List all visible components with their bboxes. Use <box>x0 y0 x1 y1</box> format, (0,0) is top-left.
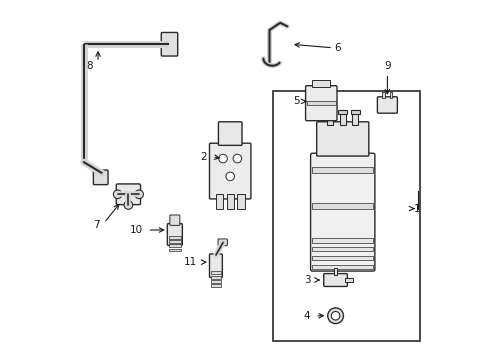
FancyBboxPatch shape <box>218 239 227 246</box>
Circle shape <box>327 308 343 324</box>
Bar <box>344 278 353 282</box>
Circle shape <box>135 190 143 199</box>
Bar <box>326 111 332 125</box>
Circle shape <box>225 172 234 181</box>
FancyBboxPatch shape <box>209 254 222 278</box>
Bar <box>237 194 244 208</box>
Bar <box>312 80 329 87</box>
Bar <box>350 111 359 114</box>
Bar <box>169 249 180 251</box>
Bar <box>382 93 385 98</box>
Bar <box>169 236 180 239</box>
Bar <box>352 111 357 125</box>
Text: 9: 9 <box>383 61 390 71</box>
Text: 5: 5 <box>293 96 299 107</box>
Bar <box>338 111 346 114</box>
Bar <box>216 194 223 208</box>
Bar <box>312 238 372 243</box>
Bar <box>312 203 372 208</box>
FancyBboxPatch shape <box>169 215 180 225</box>
Text: 2: 2 <box>200 152 206 162</box>
Bar <box>312 256 372 260</box>
Text: 11: 11 <box>183 257 197 267</box>
FancyBboxPatch shape <box>377 97 397 113</box>
FancyBboxPatch shape <box>218 122 242 145</box>
Bar <box>339 111 345 125</box>
Text: 6: 6 <box>333 43 340 53</box>
Text: 1: 1 <box>413 203 420 213</box>
FancyBboxPatch shape <box>209 143 250 199</box>
Text: 10: 10 <box>129 225 142 235</box>
Text: 4: 4 <box>303 311 309 321</box>
Bar <box>211 284 220 287</box>
Bar <box>272 91 419 341</box>
Bar <box>169 244 180 247</box>
Circle shape <box>218 154 227 163</box>
Circle shape <box>113 190 122 199</box>
Bar <box>333 267 337 275</box>
Bar <box>226 194 233 208</box>
Bar <box>211 276 220 279</box>
Bar <box>306 102 335 105</box>
FancyBboxPatch shape <box>93 170 108 185</box>
Circle shape <box>331 311 339 320</box>
Bar <box>312 247 372 251</box>
FancyBboxPatch shape <box>167 224 182 246</box>
FancyBboxPatch shape <box>310 153 374 271</box>
Bar <box>389 93 391 98</box>
Bar <box>325 111 334 114</box>
FancyBboxPatch shape <box>316 122 368 156</box>
FancyBboxPatch shape <box>323 274 346 287</box>
Circle shape <box>124 201 132 209</box>
Text: 7: 7 <box>93 220 100 230</box>
FancyBboxPatch shape <box>116 184 140 204</box>
Bar <box>312 167 372 173</box>
Text: 3: 3 <box>304 275 310 285</box>
FancyBboxPatch shape <box>305 86 336 121</box>
Text: 8: 8 <box>86 61 93 71</box>
Bar <box>211 271 220 274</box>
Bar <box>211 280 220 283</box>
Circle shape <box>233 154 241 163</box>
Bar <box>312 265 372 269</box>
FancyBboxPatch shape <box>161 32 177 56</box>
Bar <box>169 240 180 243</box>
